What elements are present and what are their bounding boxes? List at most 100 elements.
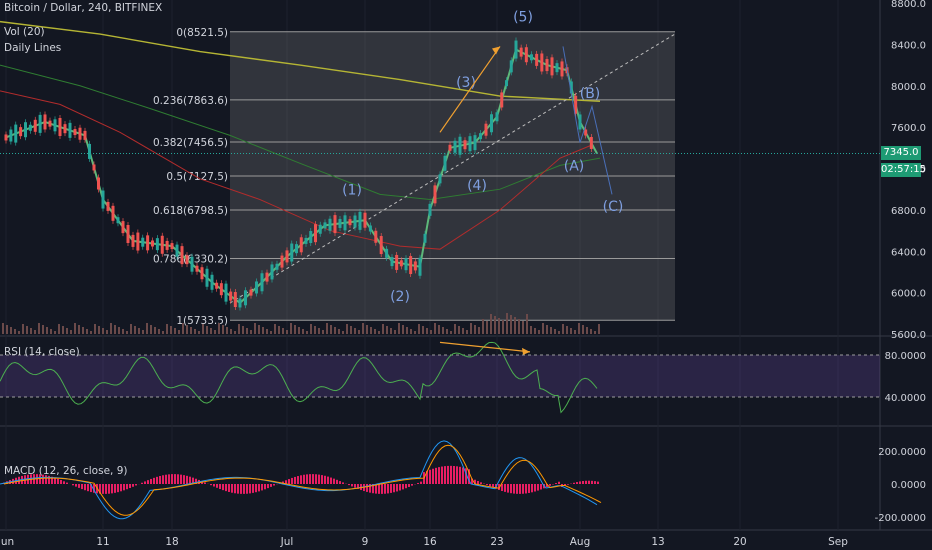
macd-histogram-bar xyxy=(192,477,194,484)
macd-histogram-bar xyxy=(111,484,113,494)
volume-bar xyxy=(266,329,268,334)
volume-bar xyxy=(278,326,280,334)
volume-bar xyxy=(206,326,208,334)
volume-bar xyxy=(366,325,368,334)
volume-bar xyxy=(102,328,104,334)
volume-bar xyxy=(498,318,500,334)
daily-lines-label: Daily Lines xyxy=(4,42,62,54)
volume-bar xyxy=(486,321,488,334)
macd-tick-label: -200.0000 xyxy=(875,513,926,524)
macd-histogram-bar xyxy=(480,482,482,484)
macd-histogram-bar xyxy=(474,479,476,484)
macd-histogram-bar xyxy=(537,484,539,491)
macd-histogram-bar xyxy=(462,467,464,484)
volume-bar xyxy=(282,328,284,334)
macd-histogram-bar xyxy=(432,468,434,484)
macd-histogram-bar xyxy=(516,484,518,494)
volume-bar xyxy=(594,331,596,334)
macd-histogram-bar xyxy=(375,484,377,494)
macd-histogram-bar xyxy=(378,484,380,494)
macd-histogram-bar xyxy=(66,482,68,484)
volume-bar xyxy=(30,328,32,334)
volume-bar xyxy=(362,323,364,334)
volume-bar xyxy=(254,323,256,334)
macd-histogram-bar xyxy=(231,484,233,493)
volume-bar xyxy=(166,324,168,334)
macd-histogram-bar xyxy=(54,477,56,484)
macd-histogram-bar xyxy=(165,474,167,484)
volume-bar xyxy=(74,323,76,334)
volume-bar xyxy=(38,323,40,334)
volume-bar xyxy=(202,324,204,334)
macd-histogram-bar xyxy=(402,484,404,490)
volume-bar xyxy=(414,331,416,334)
volume-bar xyxy=(558,331,560,334)
macd-histogram-bar xyxy=(342,482,344,484)
macd-histogram-bar xyxy=(330,477,332,484)
macd-histogram-bar xyxy=(507,484,509,493)
macd-histogram-bar xyxy=(465,468,467,484)
time-tick-label: Jul xyxy=(280,536,294,548)
volume-bar xyxy=(142,330,144,334)
wave-label: (A) xyxy=(564,159,585,175)
volume-bar xyxy=(590,329,592,334)
volume-bar xyxy=(478,327,480,334)
macd-histogram-bar xyxy=(372,484,374,494)
volume-bar xyxy=(226,327,228,334)
price-tick-label: 7600.0 xyxy=(891,123,926,134)
macd-histogram-bar xyxy=(57,478,59,484)
macd-histogram-bar xyxy=(504,484,506,492)
macd-histogram-bar xyxy=(501,484,503,491)
macd-histogram-bar xyxy=(252,484,254,493)
macd-histogram-bar xyxy=(366,484,368,492)
time-tick-label: 23 xyxy=(490,536,503,548)
volume-bar xyxy=(530,326,532,334)
macd-histogram-bar xyxy=(249,484,251,494)
wave-label: (B) xyxy=(580,86,601,102)
macd-histogram-bar xyxy=(459,466,461,484)
volume-bar xyxy=(230,329,232,334)
macd-histogram-bar xyxy=(147,480,149,484)
volume-bar xyxy=(338,329,340,334)
volume-bar xyxy=(554,329,556,334)
wave-label: (3) xyxy=(456,75,476,91)
volume-bar xyxy=(430,330,432,334)
volume-bar xyxy=(466,330,468,334)
macd-histogram-bar xyxy=(285,480,287,484)
volume-bar xyxy=(170,326,172,334)
volume-bar xyxy=(2,323,4,334)
volume-bar xyxy=(586,327,588,334)
macd-histogram-bar xyxy=(225,484,227,492)
macd-histogram-bar xyxy=(573,482,575,484)
volume-bar xyxy=(410,329,412,334)
macd-histogram-bar xyxy=(585,480,587,484)
macd-histogram-bar xyxy=(393,484,395,493)
volume-bar xyxy=(346,324,348,334)
macd-histogram-bar xyxy=(564,484,566,486)
rsi-title: RSI (14, close) xyxy=(4,346,80,358)
wave-label: (1) xyxy=(342,182,362,198)
macd-histogram-bar xyxy=(444,466,446,484)
macd-histogram-bar xyxy=(297,476,299,484)
macd-histogram-bar xyxy=(42,474,44,484)
volume-bar xyxy=(334,327,336,334)
macd-histogram-bar xyxy=(189,476,191,484)
price-tick-label: 5600.0 xyxy=(891,330,926,341)
volume-bar xyxy=(462,328,464,334)
macd-histogram-bar xyxy=(558,481,560,484)
macd-histogram-bar xyxy=(141,482,143,484)
macd-histogram-bar xyxy=(327,476,329,484)
macd-histogram-bar xyxy=(120,484,122,492)
symbol-title: Bitcoin / Dollar, 240, BITFINEX xyxy=(4,2,163,14)
macd-histogram-bar xyxy=(162,475,164,484)
time-tick-label: 11 xyxy=(96,536,109,548)
macd-histogram-bar xyxy=(510,484,512,494)
volume-bar xyxy=(566,326,568,334)
volume-bar xyxy=(570,328,572,334)
rsi-band xyxy=(0,355,880,397)
volume-bar xyxy=(330,325,332,334)
wave-projection-line xyxy=(562,46,613,195)
volume-bar xyxy=(326,323,328,334)
rsi-tick-label: 80.0000 xyxy=(885,351,926,362)
